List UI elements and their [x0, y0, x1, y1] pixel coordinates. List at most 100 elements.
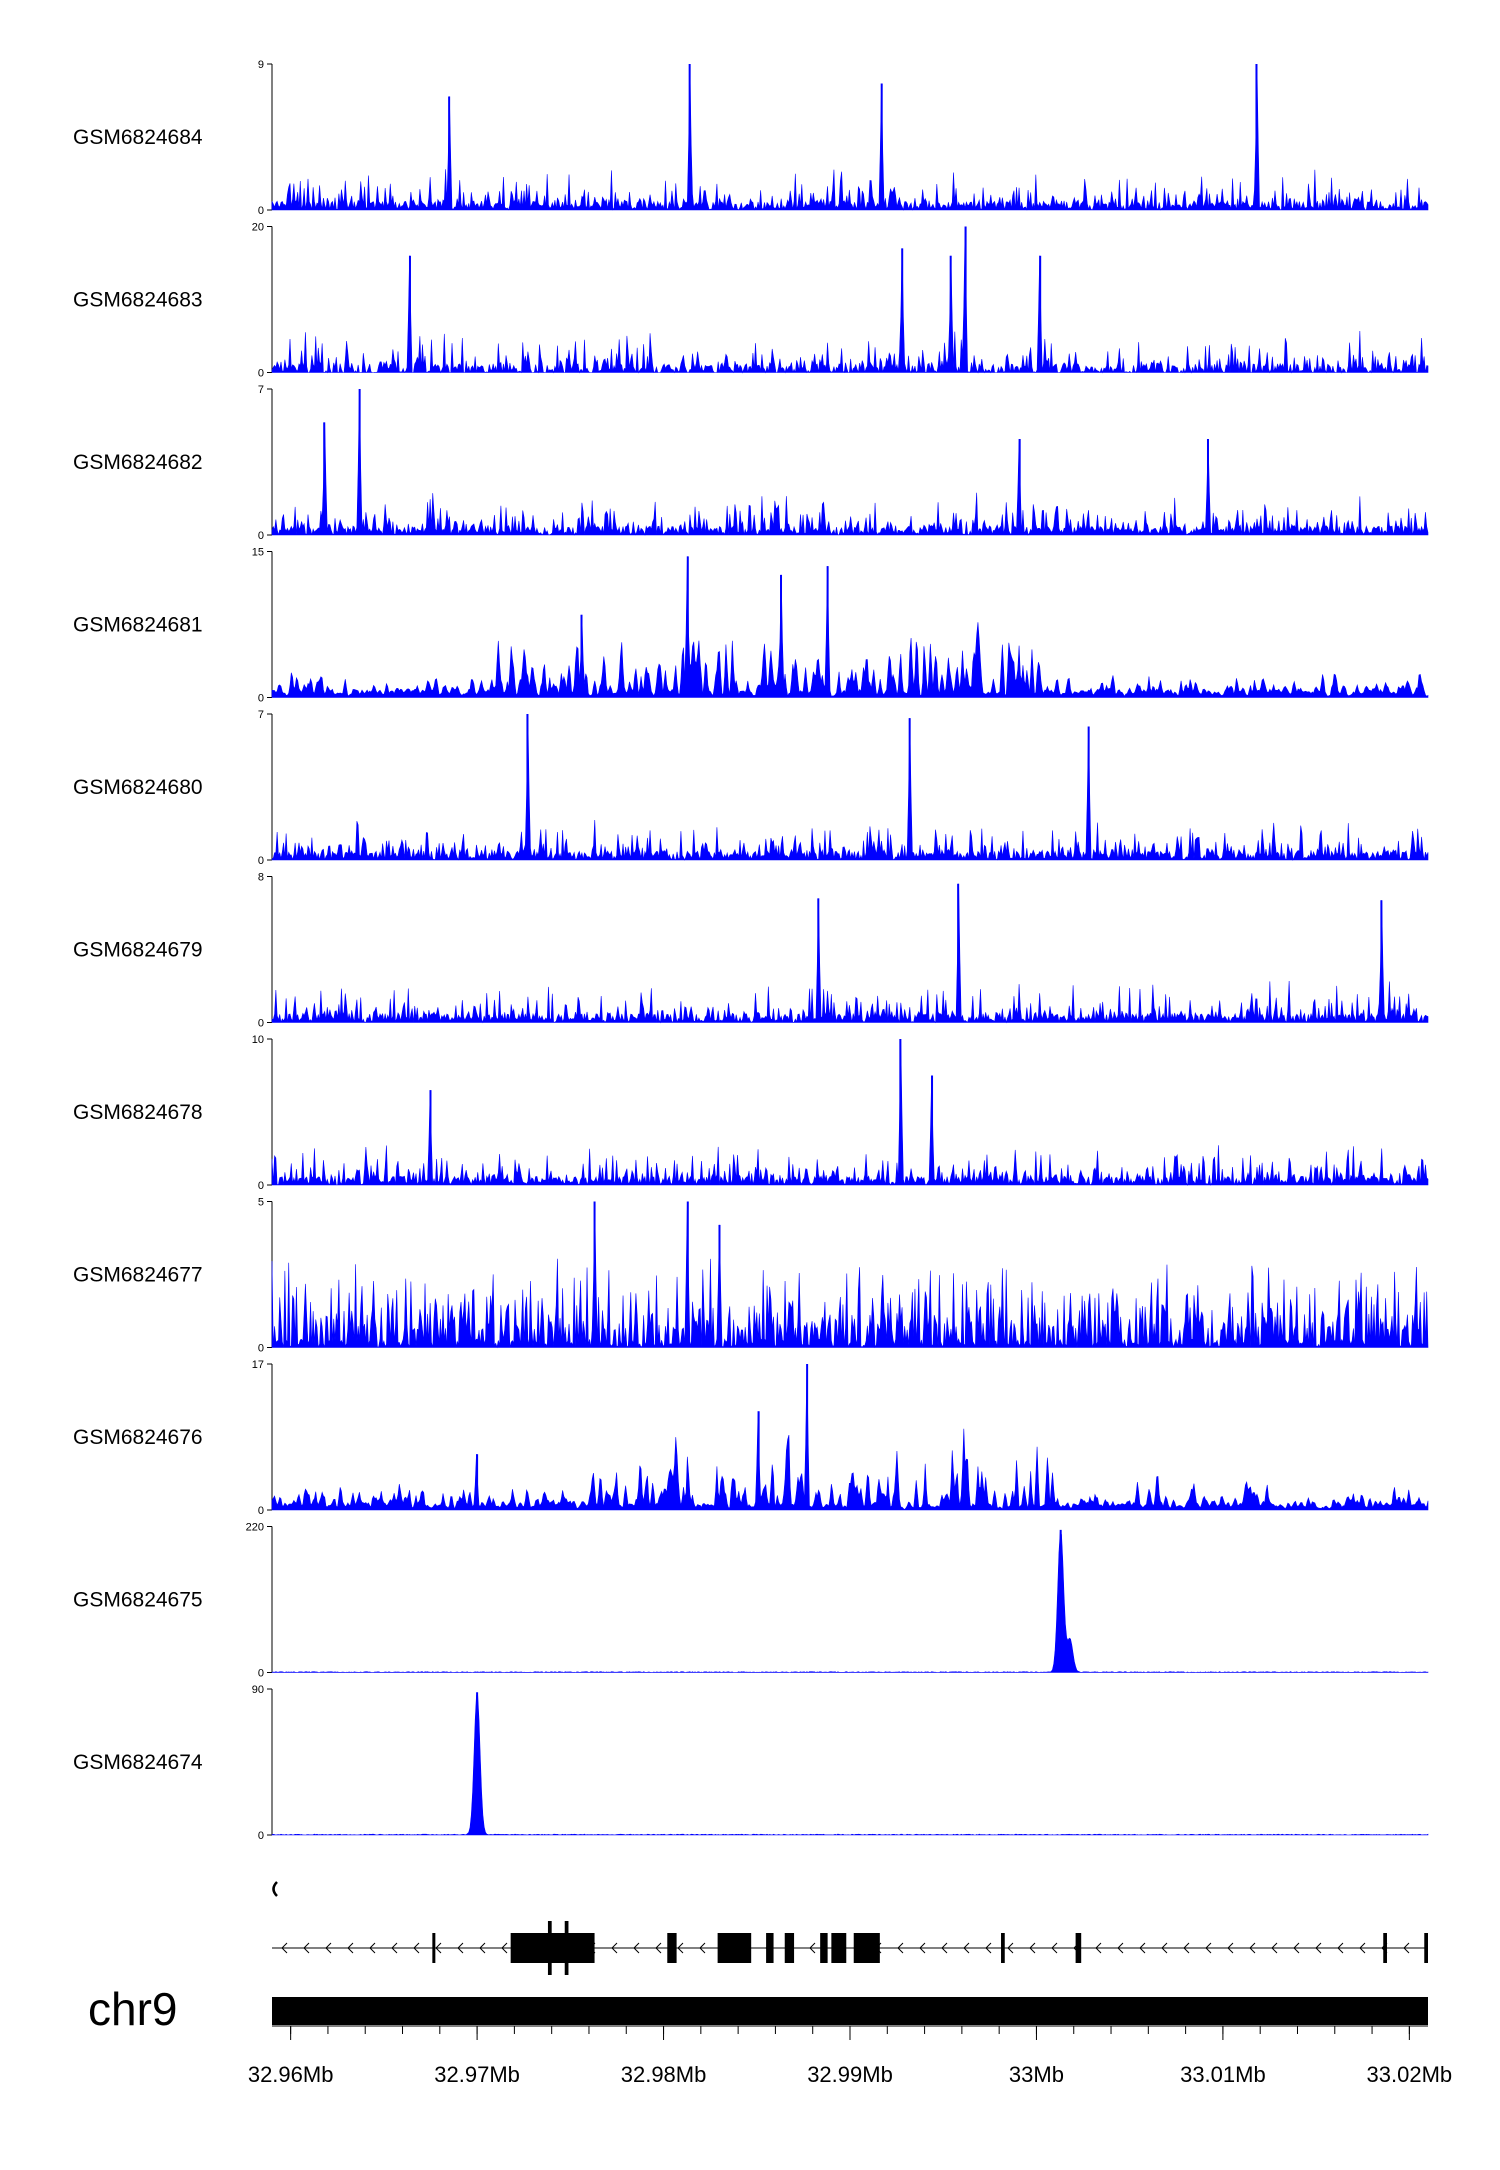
y-max-label: 17	[252, 1359, 264, 1371]
track-label: GSM6824678	[73, 1101, 203, 1124]
strand-arrow	[655, 1942, 662, 1954]
strand-arrow	[1249, 1942, 1256, 1954]
strand-arrow	[633, 1942, 640, 1954]
strand-arrow	[809, 1942, 816, 1954]
coverage-track-GSM6824683: GSM6824683 20 0	[73, 222, 1429, 380]
track-label: GSM6824684	[73, 126, 203, 149]
strand-arrow	[963, 1942, 970, 1954]
chromosome-label: chr9	[88, 1983, 177, 2035]
coverage-track-GSM6824681: GSM6824681 15 0	[73, 547, 1429, 705]
y-max-label: 15	[252, 547, 264, 559]
x-tick-label: 32.99Mb	[807, 2062, 893, 2087]
strand-arrow	[457, 1942, 464, 1954]
x-tick-label: 32.97Mb	[434, 2062, 520, 2087]
coverage-track-GSM6824678: GSM6824678 10 0	[73, 1034, 1429, 1192]
gene-exon	[864, 1933, 869, 1963]
gene-model-track	[272, 1881, 1428, 1975]
gene-exon	[432, 1933, 436, 1963]
strand-arrow	[1293, 1942, 1300, 1954]
strand-arrow	[677, 1942, 684, 1954]
strand-arrow	[281, 1942, 288, 1954]
gene-exon	[820, 1933, 828, 1963]
strand-arrow	[1051, 1942, 1058, 1954]
y-max-label: 9	[258, 59, 264, 71]
strand-arrow	[1205, 1942, 1212, 1954]
track-label: GSM6824674	[73, 1751, 203, 1774]
track-label: GSM6824676	[73, 1426, 203, 1449]
y-max-label: 8	[258, 872, 264, 884]
strand-arrow	[1227, 1942, 1234, 1954]
coverage-track-GSM6824679: GSM6824679 8 0	[73, 872, 1429, 1030]
x-tick-label: 33.01Mb	[1180, 2062, 1266, 2087]
y-min-label: 0	[258, 368, 264, 380]
strand-arrow	[1117, 1942, 1124, 1954]
strand-arrow	[1315, 1942, 1322, 1954]
strand-arrow	[435, 1942, 442, 1954]
gene-exon	[510, 1933, 595, 1963]
gene-exon	[564, 1921, 569, 1975]
track-label: GSM6824677	[73, 1264, 203, 1287]
coverage-track-GSM6824675: GSM6824675 220 0	[73, 1522, 1429, 1680]
strand-arrow	[391, 1942, 398, 1954]
x-tick-label: 32.96Mb	[248, 2062, 334, 2087]
strand-arrow	[1183, 1942, 1190, 1954]
strand-arrow	[1271, 1942, 1278, 1954]
y-max-label: 7	[258, 384, 264, 396]
coverage-track-GSM6824677: GSM6824677 5 0	[73, 1197, 1429, 1355]
coverage-track-GSM6824676: GSM6824676 17 0	[73, 1359, 1429, 1517]
strand-arrow	[1007, 1942, 1014, 1954]
gene-exon	[1424, 1933, 1428, 1963]
chromosome-track: chr9	[88, 1983, 1428, 2035]
coverage-tracks: GSM682468490GSM6824683200GSM682468270GSM…	[73, 59, 1429, 1842]
coverage-area	[271, 63, 1429, 211]
strand-arrow	[919, 1942, 926, 1954]
track-label: GSM6824682	[73, 451, 203, 474]
gene-exon	[717, 1933, 752, 1963]
strand-arrow	[413, 1942, 420, 1954]
y-max-label: 20	[252, 222, 264, 234]
y-min-label: 0	[258, 1668, 264, 1680]
gene-exon	[784, 1933, 795, 1963]
coverage-track-GSM6824680: GSM6824680 7 0	[73, 709, 1429, 867]
strand-arrow	[897, 1942, 904, 1954]
coverage-area	[271, 1038, 1429, 1186]
strand-arrow	[985, 1942, 992, 1954]
strand-arrow	[501, 1942, 508, 1954]
strand-arrow	[699, 1942, 706, 1954]
y-max-label: 7	[258, 709, 264, 721]
y-max-label: 220	[246, 1522, 264, 1534]
gene-exon	[1383, 1933, 1387, 1963]
strand-arrow	[369, 1942, 376, 1954]
y-max-label: 5	[258, 1197, 264, 1209]
coverage-track-GSM6824682: GSM6824682 7 0	[73, 384, 1429, 542]
track-label: GSM6824680	[73, 776, 203, 799]
strand-arrow	[1403, 1942, 1410, 1954]
coverage-track-GSM6824674: GSM6824674 90 0	[73, 1684, 1429, 1842]
coverage-area	[271, 388, 1429, 536]
coverage-area	[271, 1363, 1429, 1511]
gene-exon	[831, 1933, 847, 1963]
coverage-area	[271, 556, 1429, 698]
strand-arrow	[1029, 1942, 1036, 1954]
gene-exon	[1001, 1933, 1005, 1963]
strand-arrow	[303, 1942, 310, 1954]
strand-arrow	[347, 1942, 354, 1954]
strand-arrow	[479, 1942, 486, 1954]
y-min-label: 0	[258, 1343, 264, 1355]
strand-arrow	[1337, 1942, 1344, 1954]
gene-overflow-mark	[272, 1881, 278, 1897]
chromosome-bar	[272, 1997, 1428, 2025]
y-min-label: 0	[258, 1505, 264, 1517]
strand-arrow	[1095, 1942, 1102, 1954]
y-min-label: 0	[258, 205, 264, 217]
track-label: GSM6824681	[73, 614, 203, 637]
y-min-label: 0	[258, 1018, 264, 1030]
gene-exon	[1075, 1933, 1082, 1963]
strand-arrow	[611, 1942, 618, 1954]
y-min-label: 0	[258, 1830, 264, 1842]
track-label: GSM6824675	[73, 1589, 203, 1612]
coverage-area	[271, 1695, 1429, 1836]
gene-exon	[766, 1933, 774, 1963]
coverage-track-GSM6824684: GSM6824684 9 0	[73, 59, 1429, 217]
